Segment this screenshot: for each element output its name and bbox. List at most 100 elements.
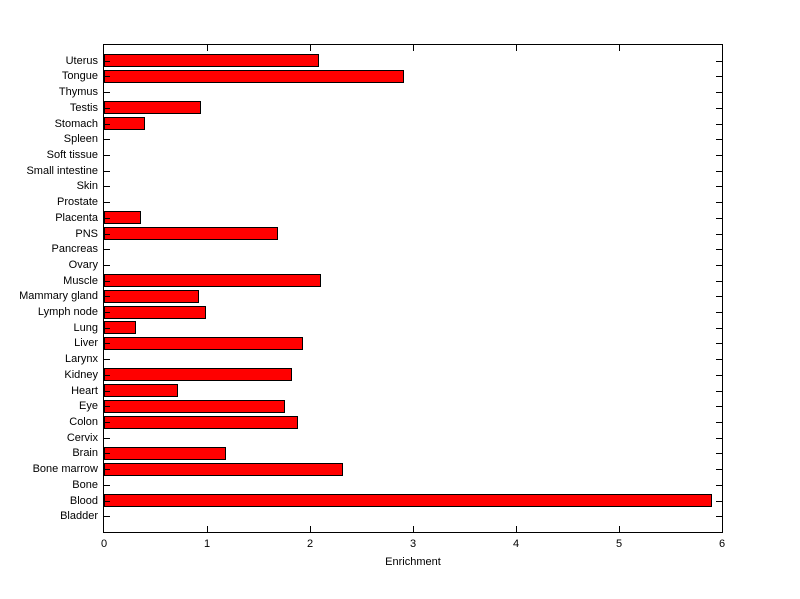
- y-tick-left: [104, 422, 110, 423]
- y-tick-left: [104, 265, 110, 266]
- bar-muscle: [104, 274, 321, 288]
- y-tick-right: [716, 249, 722, 250]
- y-tick-right: [716, 438, 722, 439]
- y-tick-label: Brain: [72, 447, 98, 460]
- y-tick-label: Thymus: [58, 86, 98, 99]
- y-tick-right: [716, 61, 722, 62]
- y-tick-label: Tongue: [61, 70, 98, 83]
- y-tick-left: [104, 391, 110, 392]
- x-tick-top: [619, 45, 620, 51]
- y-tick-label: Pancreas: [51, 243, 98, 256]
- y-tick-right: [716, 171, 722, 172]
- y-tick-left: [104, 375, 110, 376]
- y-tick-left: [104, 359, 110, 360]
- y-tick-left: [104, 328, 110, 329]
- y-tick-right: [716, 328, 722, 329]
- bar-placenta: [104, 211, 141, 225]
- y-tick-label: PNS: [75, 227, 98, 240]
- y-tick-right: [716, 76, 722, 77]
- bar-lymph-node: [104, 305, 206, 319]
- x-tick-bottom: [516, 526, 517, 532]
- x-tick-top: [207, 45, 208, 51]
- y-tick-left: [104, 234, 110, 235]
- y-tick-right: [716, 485, 722, 486]
- bar-heart: [104, 384, 178, 398]
- y-tick-left: [104, 485, 110, 486]
- y-tick-right: [716, 139, 722, 140]
- bar-mammary-gland: [104, 289, 199, 303]
- y-tick-label: Cervix: [66, 431, 98, 444]
- y-tick-label: Larynx: [64, 353, 98, 366]
- bar-brain: [104, 446, 226, 460]
- y-tick-right: [716, 218, 722, 219]
- y-tick-right: [716, 108, 722, 109]
- y-tick-left: [104, 76, 110, 77]
- y-tick-left: [104, 296, 110, 297]
- x-tick-label: 2: [306, 538, 314, 550]
- y-tick-label: Small intestine: [26, 164, 98, 177]
- y-tick-left: [104, 249, 110, 250]
- y-tick-left: [104, 124, 110, 125]
- y-tick-left: [104, 312, 110, 313]
- y-tick-label: Heart: [71, 384, 98, 397]
- y-tick-left: [104, 453, 110, 454]
- x-tick-bottom: [207, 526, 208, 532]
- y-tick-label: Soft tissue: [46, 148, 98, 161]
- y-tick-label: Kidney: [64, 368, 98, 381]
- y-tick-left: [104, 139, 110, 140]
- y-tick-label: Bone: [72, 478, 98, 491]
- y-tick-right: [716, 281, 722, 282]
- y-tick-left: [104, 155, 110, 156]
- y-tick-right: [716, 516, 722, 517]
- y-tick-left: [104, 171, 110, 172]
- y-tick-left: [104, 61, 110, 62]
- y-tick-right: [716, 234, 722, 235]
- y-tick-label: Uterus: [65, 54, 98, 67]
- x-tick-label: 3: [409, 538, 417, 550]
- y-tick-label: Bladder: [60, 510, 98, 523]
- y-tick-label: Colon: [69, 416, 98, 429]
- y-tick-right: [716, 406, 722, 407]
- x-tick-top: [413, 45, 414, 51]
- y-tick-left: [104, 281, 110, 282]
- bar-lung: [104, 321, 136, 335]
- x-tick-label: 4: [512, 538, 520, 550]
- bar-testis: [104, 101, 201, 115]
- y-tick-right: [716, 186, 722, 187]
- y-tick-left: [104, 186, 110, 187]
- y-tick-right: [716, 359, 722, 360]
- y-tick-left: [104, 108, 110, 109]
- y-tick-label: Placenta: [55, 211, 98, 224]
- y-tick-label: Mammary gland: [19, 290, 98, 303]
- x-tick-bottom: [619, 526, 620, 532]
- bar-tongue: [104, 69, 404, 83]
- plot-area: [103, 44, 723, 533]
- y-tick-left: [104, 202, 110, 203]
- bar-eye: [104, 399, 285, 413]
- bar-stomach: [104, 117, 145, 131]
- x-tick-top: [516, 45, 517, 51]
- x-tick-label: 5: [615, 538, 623, 550]
- y-tick-label: Lymph node: [37, 306, 98, 319]
- y-tick-label: Liver: [74, 337, 98, 350]
- y-tick-right: [716, 296, 722, 297]
- x-tick-bottom: [413, 526, 414, 532]
- y-tick-label: Lung: [73, 321, 98, 334]
- y-tick-right: [716, 501, 722, 502]
- bar-liver: [104, 336, 303, 350]
- y-tick-label: Spleen: [63, 133, 98, 146]
- y-tick-right: [716, 375, 722, 376]
- bar-colon: [104, 415, 298, 429]
- y-tick-left: [104, 406, 110, 407]
- bar-blood: [104, 494, 712, 508]
- y-tick-right: [716, 469, 722, 470]
- y-tick-label: Eye: [79, 400, 98, 413]
- y-tick-left: [104, 438, 110, 439]
- y-tick-right: [716, 155, 722, 156]
- x-tick-label: 6: [718, 538, 726, 550]
- x-tick-label: 0: [100, 538, 108, 550]
- y-tick-label: Prostate: [57, 196, 98, 209]
- y-tick-label: Blood: [69, 494, 98, 507]
- x-axis-title: Enrichment: [385, 556, 441, 568]
